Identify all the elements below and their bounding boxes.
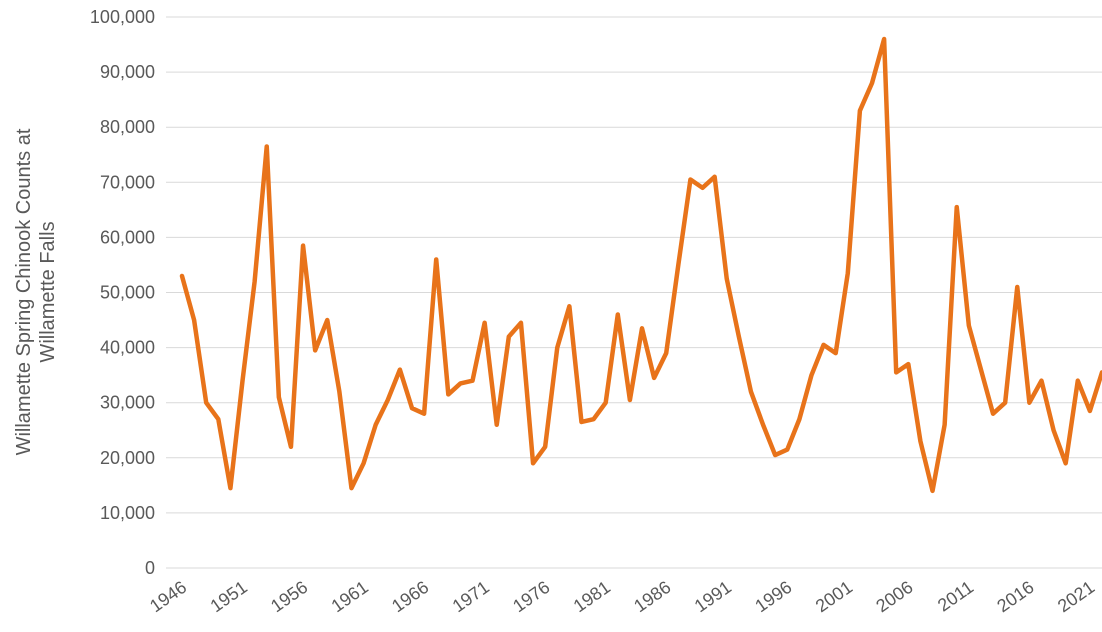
y-tick-label: 20,000 bbox=[100, 448, 155, 468]
y-tick-label: 40,000 bbox=[100, 338, 155, 358]
x-tick-label: 2021 bbox=[1054, 577, 1098, 616]
data-line bbox=[179, 36, 1102, 494]
y-tick-label: 100,000 bbox=[90, 7, 155, 27]
x-tick-label: 1976 bbox=[509, 577, 553, 616]
x-tick-label: 2016 bbox=[993, 577, 1037, 616]
x-tick-label: 1956 bbox=[267, 577, 311, 616]
x-tick-label: 1996 bbox=[751, 577, 795, 616]
y-tick-label: 80,000 bbox=[100, 117, 155, 137]
y-tick-label: 30,000 bbox=[100, 393, 155, 413]
x-tick-label: 1966 bbox=[388, 577, 432, 616]
y-tick-label: 0 bbox=[145, 558, 155, 578]
x-tick-label: 1951 bbox=[207, 577, 251, 616]
x-tick-label: 2006 bbox=[872, 577, 916, 616]
x-tick-label: 1971 bbox=[449, 577, 493, 616]
y-tick-label: 90,000 bbox=[100, 62, 155, 82]
x-tick-label: 1981 bbox=[570, 577, 614, 616]
x-tick-label: 1946 bbox=[146, 577, 190, 616]
y-axis-label: Willamette Falls bbox=[37, 221, 59, 362]
x-tick-label: 2001 bbox=[812, 577, 856, 616]
x-tick-label: 1986 bbox=[630, 577, 674, 616]
y-tick-label: 50,000 bbox=[100, 283, 155, 303]
x-tick-label: 1961 bbox=[328, 577, 372, 616]
y-axis-label: Willamette Spring Chinook Counts at bbox=[13, 128, 35, 455]
y-tick-label: 70,000 bbox=[100, 172, 155, 192]
x-tick-label: 2011 bbox=[934, 577, 977, 616]
y-tick-label: 60,000 bbox=[100, 227, 155, 247]
x-tick-label: 1991 bbox=[691, 577, 735, 616]
y-tick-label: 10,000 bbox=[100, 503, 155, 523]
